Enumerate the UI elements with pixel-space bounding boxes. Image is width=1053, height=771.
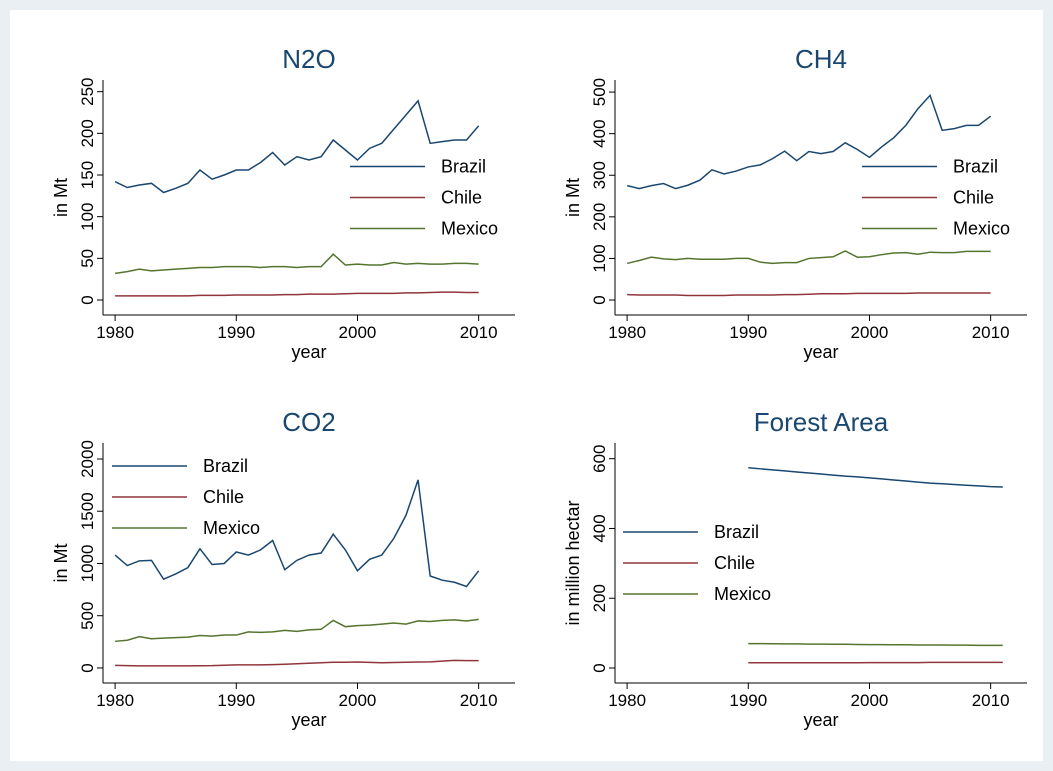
legend-label: Chile bbox=[953, 188, 994, 208]
y-tick-label: 50 bbox=[78, 249, 97, 268]
y-tick-label: 1000 bbox=[78, 545, 97, 583]
y-tick-label: 200 bbox=[590, 203, 609, 231]
series-line bbox=[748, 642, 1003, 647]
legend-label: Mexico bbox=[203, 518, 260, 538]
y-tick-label: 250 bbox=[78, 77, 97, 105]
panel-title: Forest Area bbox=[754, 407, 889, 437]
legend-label: Brazil bbox=[714, 522, 759, 542]
series-line bbox=[114, 99, 480, 194]
panel-title: CO2 bbox=[282, 407, 335, 437]
y-tick-label: 200 bbox=[590, 584, 609, 612]
background bbox=[10, 10, 1043, 761]
series-line bbox=[115, 618, 479, 643]
legend-label: Mexico bbox=[714, 584, 771, 604]
x-axis-title: year bbox=[803, 710, 838, 730]
y-tick-label: 400 bbox=[590, 514, 609, 542]
y-tick-label: 2000 bbox=[78, 440, 97, 478]
panel-title: N2O bbox=[282, 44, 335, 74]
legend-label: Brazil bbox=[953, 157, 998, 177]
y-axis-title: in Mt bbox=[563, 178, 583, 217]
series-line bbox=[114, 479, 480, 588]
y-tick-label: 200 bbox=[78, 119, 97, 147]
y-tick-label: 0 bbox=[590, 663, 609, 672]
series-line bbox=[115, 291, 479, 297]
x-tick-label: 2000 bbox=[851, 323, 889, 342]
x-tick-label: 2010 bbox=[460, 323, 498, 342]
x-tick-label: 1990 bbox=[217, 691, 255, 710]
x-axis-title: year bbox=[291, 710, 326, 730]
series-line bbox=[115, 253, 479, 275]
y-tick-label: 500 bbox=[590, 78, 609, 106]
x-tick-label: 2010 bbox=[460, 691, 498, 710]
y-tick-label: 0 bbox=[78, 663, 97, 672]
y-axis-title: in million hectar bbox=[563, 500, 583, 625]
x-tick-label: 1990 bbox=[217, 323, 255, 342]
series-line bbox=[627, 292, 991, 297]
series-line bbox=[626, 93, 992, 190]
legend-label: Brazil bbox=[203, 456, 248, 476]
x-tick-label: 2000 bbox=[851, 691, 889, 710]
y-tick-label: 100 bbox=[590, 244, 609, 272]
y-tick-label: 0 bbox=[590, 295, 609, 304]
series-line bbox=[115, 659, 479, 667]
y-tick-label: 300 bbox=[590, 161, 609, 189]
series-line bbox=[748, 467, 1003, 488]
legend-label: Chile bbox=[203, 487, 244, 507]
panel-title: CH4 bbox=[795, 44, 847, 74]
x-tick-label: 2000 bbox=[339, 323, 377, 342]
y-axis-title: in Mt bbox=[51, 543, 71, 582]
y-tick-label: 150 bbox=[78, 161, 97, 189]
legend-label: Mexico bbox=[441, 219, 498, 239]
y-tick-label: 600 bbox=[590, 445, 609, 473]
x-tick-label: 1980 bbox=[608, 691, 646, 710]
y-tick-label: 400 bbox=[590, 119, 609, 147]
x-tick-label: 1980 bbox=[96, 323, 134, 342]
x-axis-title: year bbox=[291, 342, 326, 362]
x-tick-label: 2010 bbox=[972, 691, 1010, 710]
legend-label: Brazil bbox=[441, 157, 486, 177]
series-line bbox=[626, 250, 991, 265]
y-tick-label: 1500 bbox=[78, 492, 97, 530]
legend-label: Chile bbox=[441, 188, 482, 208]
x-tick-label: 1990 bbox=[729, 323, 767, 342]
y-tick-label: 500 bbox=[78, 602, 97, 630]
y-tick-label: 0 bbox=[78, 295, 97, 304]
x-tick-label: 1990 bbox=[729, 691, 767, 710]
x-tick-label: 1980 bbox=[608, 323, 646, 342]
y-tick-label: 100 bbox=[78, 202, 97, 230]
x-tick-label: 1980 bbox=[96, 691, 134, 710]
x-axis-title: year bbox=[803, 342, 838, 362]
x-tick-label: 2000 bbox=[339, 691, 377, 710]
legend-label: Mexico bbox=[953, 219, 1010, 239]
legend-label: Chile bbox=[714, 553, 755, 573]
y-axis-title: in Mt bbox=[51, 178, 71, 217]
x-tick-label: 2010 bbox=[972, 323, 1010, 342]
